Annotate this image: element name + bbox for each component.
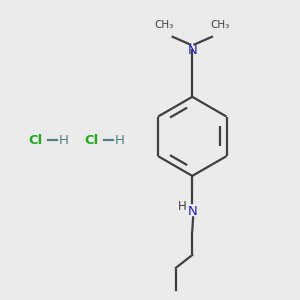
Text: H: H: [115, 134, 125, 147]
Text: Cl: Cl: [84, 134, 98, 147]
Text: CH₃: CH₃: [155, 20, 174, 30]
Text: CH₃: CH₃: [211, 20, 230, 30]
Text: H: H: [178, 200, 186, 213]
Text: Cl: Cl: [28, 134, 43, 147]
Text: H: H: [59, 134, 69, 147]
Text: N: N: [188, 205, 198, 218]
Text: N: N: [188, 44, 197, 57]
